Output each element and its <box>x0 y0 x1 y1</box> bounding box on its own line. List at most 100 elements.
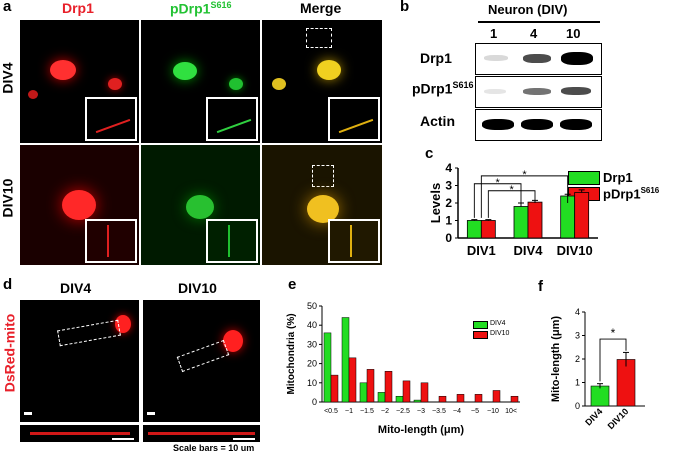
y-tick-label: 3 <box>575 331 580 341</box>
panel-e-label: e <box>288 276 297 293</box>
x-tick-label: DIV1 <box>467 243 496 258</box>
micrograph-div10-pdrp1 <box>141 145 260 265</box>
y-tick-label: 4 <box>575 307 580 317</box>
side-label-dsred: DsRed-mito <box>1 313 18 393</box>
col-header-d-div10: DIV10 <box>178 280 217 296</box>
panel-b-label: b <box>400 0 410 15</box>
blot-header: Neuron (DIV) <box>488 2 568 17</box>
x-tick-label: ~1.5 <box>360 408 374 415</box>
header-underline <box>478 21 600 23</box>
neuron-soma <box>307 195 339 223</box>
neuron-soma <box>186 195 214 219</box>
neuron-soma <box>173 62 197 80</box>
y-tick-label: 4 <box>445 161 452 175</box>
chart-f: 0 1 2 3 4 Mito-length (μm) DIV4 DIV10 * <box>550 307 645 431</box>
significance-bracket <box>599 338 627 382</box>
y-tick-label: 50 <box>307 301 317 311</box>
scale-bar <box>112 438 134 440</box>
zoom-region-box <box>57 319 121 347</box>
x-tick-label: DIV4 <box>583 406 604 427</box>
legend-pdrp1: pDrp1S616 <box>568 186 659 201</box>
panel-f-label: f <box>538 278 543 295</box>
legend-swatch <box>473 331 488 339</box>
zoom-region-box <box>176 339 230 373</box>
legend-swatch <box>473 321 488 329</box>
significance-mark: * <box>510 184 515 196</box>
scale-bar <box>147 412 155 415</box>
blot-row-label-drp1: Drp1 <box>420 50 452 66</box>
neuron-soma <box>50 60 76 80</box>
x-tick-label: ~1 <box>345 408 353 415</box>
y-tick-label: 2 <box>445 196 452 210</box>
panel-c-label: c <box>425 145 434 162</box>
x-tick-label: ~10 <box>487 408 499 415</box>
scale-note: Scale bars = 10 um <box>173 443 255 453</box>
lane-label-4: 4 <box>530 26 538 41</box>
blot-band <box>521 119 553 130</box>
legend-e-div10: DIV10 <box>473 330 509 339</box>
neuron-soma <box>229 78 243 90</box>
bar <box>466 220 482 239</box>
x-tick-label: ~3 <box>417 408 425 415</box>
x-tick-label: ~4 <box>453 408 461 415</box>
bar <box>590 385 610 407</box>
significance-bracket <box>480 175 569 218</box>
neuron-soma <box>108 78 122 90</box>
blot-actin <box>475 109 602 141</box>
bar <box>366 369 375 403</box>
micrograph-div4-pdrp1 <box>141 20 260 143</box>
blot-band <box>484 55 508 61</box>
x-tick-label: ~5 <box>471 408 479 415</box>
significance-mark: * <box>611 326 616 340</box>
lane-label-10: 10 <box>566 26 581 41</box>
neuron-soma <box>62 190 96 220</box>
bar <box>492 390 501 403</box>
micrograph-div10-drp1 <box>20 145 139 265</box>
bar <box>574 192 590 239</box>
blot-band <box>560 119 592 130</box>
blot-drp1 <box>475 43 602 75</box>
blot-band <box>484 89 506 94</box>
neuron-soma <box>272 78 286 90</box>
legend-drp1: Drp1 <box>568 170 633 185</box>
panel-d-label: d <box>3 276 13 293</box>
inset-zoom <box>85 219 137 263</box>
blot-band <box>523 54 551 63</box>
strip-d-div4 <box>20 425 139 442</box>
bar <box>420 382 429 403</box>
mito-segment <box>148 432 255 435</box>
significance-mark: * <box>522 169 527 181</box>
blot-row-label-pdrp1: pDrp1S616 <box>412 80 474 97</box>
bar <box>330 374 339 403</box>
bar <box>359 382 368 403</box>
bar <box>395 395 404 403</box>
y-axis-label: Mito-length (μm) <box>550 316 562 402</box>
y-tick-label: 1 <box>575 378 580 388</box>
x-tick-label: 10< <box>505 408 517 415</box>
bar <box>341 317 350 403</box>
y-tick-label: 2 <box>575 354 580 364</box>
col-header-merge: Merge <box>300 0 342 16</box>
y-tick-label: 30 <box>307 339 317 349</box>
significance-bracket <box>487 190 536 218</box>
zoom-region-box <box>306 28 332 48</box>
zoom-region-box <box>312 165 334 187</box>
bar <box>377 392 386 403</box>
y-tick-label: 0 <box>445 231 452 245</box>
legend-e-div4: DIV4 <box>473 320 506 329</box>
y-tick-label: 20 <box>307 359 317 369</box>
bar <box>323 332 332 403</box>
bar <box>510 395 519 403</box>
blot-pdrp1 <box>475 76 602 108</box>
bar <box>402 380 411 403</box>
col-header-pdrp1: pDrp1S616 <box>170 0 232 17</box>
micrograph-div10-merge <box>262 145 382 265</box>
legend-swatch-drp1 <box>568 171 600 185</box>
bar <box>384 371 393 403</box>
lane-label-1: 1 <box>490 26 498 41</box>
micrograph-d-div4 <box>20 300 139 422</box>
y-tick-label: 0 <box>575 401 580 411</box>
row-label-div10: DIV10 <box>0 178 16 218</box>
y-tick-label: 3 <box>445 179 452 193</box>
